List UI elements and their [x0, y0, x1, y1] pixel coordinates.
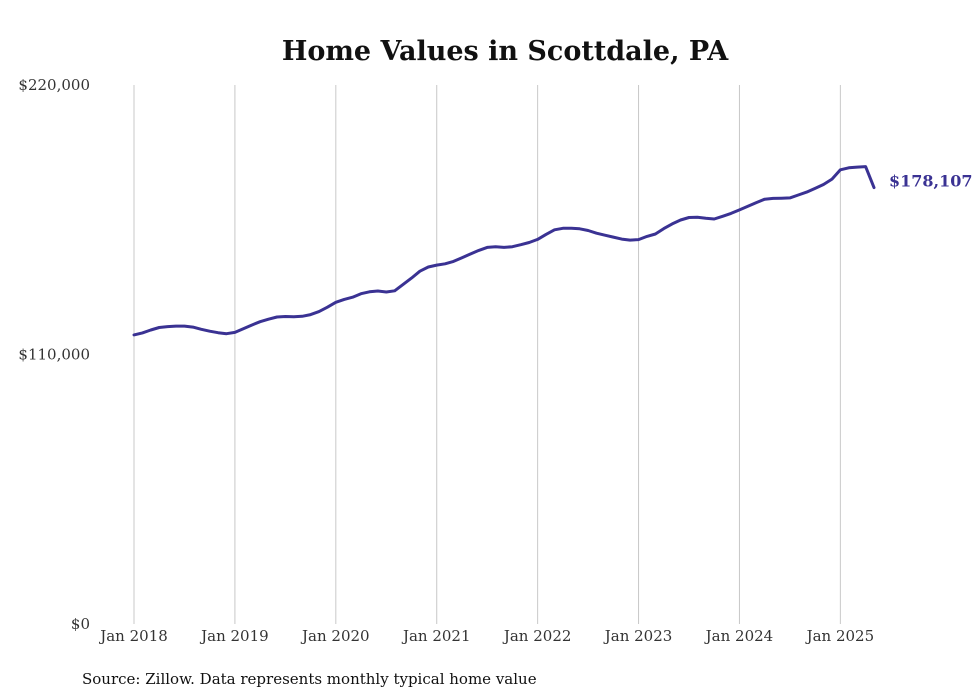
x-tick-label: Jan 2023 — [603, 627, 673, 645]
source-note: Source: Zillow. Data represents monthly … — [82, 670, 537, 688]
vertical-gridlines — [133, 85, 841, 624]
home-value-line — [132, 165, 876, 337]
y-tick-label: $220,000 — [18, 76, 90, 94]
x-tick-label: Jan 2019 — [199, 627, 269, 645]
x-tick-label: Jan 2018 — [98, 627, 168, 645]
x-tick-label: Jan 2022 — [502, 627, 572, 645]
x-tick-label: Jan 2024 — [704, 627, 774, 645]
y-tick-label: $0 — [71, 615, 90, 633]
x-tick-label: Jan 2025 — [805, 627, 875, 645]
chart-title: Home Values in Scottdale, PA — [282, 36, 729, 67]
y-tick-label: $110,000 — [18, 346, 90, 364]
x-axis-ticks: Jan 2018 Jan 2019 Jan 2020 Jan 2021 Jan 2022… — [98, 627, 874, 645]
x-tick-label: Jan 2021 — [401, 627, 471, 645]
y-axis-ticks: $0 $110,000 $220,000 — [18, 76, 90, 633]
x-tick-label: Jan 2020 — [300, 627, 370, 645]
latest-value-label: $178,107 — [889, 172, 973, 191]
